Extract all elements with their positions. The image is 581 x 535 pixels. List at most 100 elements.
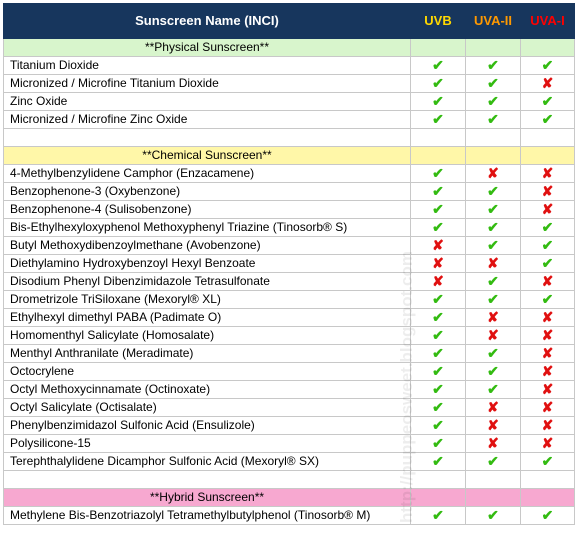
check-icon: ✔: [432, 219, 444, 236]
section-cell: [520, 146, 575, 165]
cross-icon: ✘: [487, 399, 499, 416]
cross-icon: ✘: [541, 75, 554, 92]
check-icon: ✔: [487, 273, 499, 290]
check-icon: ✔: [432, 345, 444, 362]
cell-uva2: ✔: [465, 74, 521, 93]
check-icon: ✔: [487, 219, 499, 236]
sunscreen-name: Titanium Dioxide: [3, 56, 411, 75]
table-row: Phenylbenzimidazol Sulfonic Acid (Ensuli…: [3, 416, 575, 435]
cell-uvb: ✘: [410, 236, 466, 255]
section-cell: [465, 38, 521, 57]
cell-uva1: ✘: [520, 200, 575, 219]
cell-uva1: ✔: [520, 92, 575, 111]
header-name: Sunscreen Name (INCI): [3, 3, 411, 39]
check-icon: ✔: [541, 57, 554, 74]
check-icon: ✔: [541, 255, 554, 272]
check-icon: ✔: [541, 219, 554, 236]
cell-uvb: ✘: [410, 272, 466, 291]
section-header-row: **Hybrid Sunscreen**: [3, 488, 575, 507]
table-row: Benzophenone-4 (Sulisobenzone) ✔ ✔ ✘: [3, 200, 575, 219]
cell-uvb: ✔: [410, 218, 466, 237]
table-row: Octyl Salicylate (Octisalate) ✔ ✘ ✘: [3, 398, 575, 417]
check-icon: ✔: [432, 111, 444, 128]
sunscreen-name: Menthyl Anthranilate (Meradimate): [3, 344, 411, 363]
check-icon: ✔: [432, 57, 444, 74]
cross-icon: ✘: [541, 165, 554, 182]
cell-uvb: ✔: [410, 452, 466, 471]
cell-uva1: ✔: [520, 218, 575, 237]
cell-uva2: ✔: [465, 344, 521, 363]
cell-uva2: ✔: [465, 56, 521, 75]
sunscreen-name: Octocrylene: [3, 362, 411, 381]
table-row: Methylene Bis-Benzotriazolyl Tetramethyl…: [3, 506, 575, 525]
sunscreen-name: Methylene Bis-Benzotriazolyl Tetramethyl…: [3, 506, 411, 525]
cell-uva2: ✘: [465, 254, 521, 273]
sunscreen-table: Sunscreen Name (INCI) UVB UVA-II UVA-I *…: [3, 3, 575, 525]
sunscreen-name: Ethylhexyl dimethyl PABA (Padimate O): [3, 308, 411, 327]
cell-uva1: ✔: [520, 236, 575, 255]
cell-uvb: ✔: [410, 344, 466, 363]
check-icon: ✔: [432, 183, 444, 200]
cell-uva1: ✘: [520, 344, 575, 363]
check-icon: ✔: [487, 507, 499, 524]
table-body: **Physical Sunscreen** Titanium Dioxide ✔ ✔…: [3, 38, 575, 525]
check-icon: ✔: [487, 93, 499, 110]
cell-uva2: ✔: [465, 92, 521, 111]
check-icon: ✔: [487, 237, 499, 254]
cell-uvb: ✔: [410, 290, 466, 309]
cross-icon: ✘: [487, 435, 499, 452]
header-uva2: UVA-II: [465, 3, 521, 39]
section-cell: [465, 146, 521, 165]
check-icon: ✔: [487, 111, 499, 128]
cell-uva2: ✔: [465, 110, 521, 129]
sunscreen-name: Octyl Salicylate (Octisalate): [3, 398, 411, 417]
sunscreen-name: Disodium Phenyl Dibenzimidazole Tetrasul…: [3, 272, 411, 291]
cell-uvb: ✔: [410, 56, 466, 75]
table-row: Polysilicone-15 ✔ ✘ ✘: [3, 434, 575, 453]
section-header-row: **Chemical Sunscreen**: [3, 146, 575, 165]
blank-row: [3, 470, 575, 489]
cell-uva2: ✔: [465, 236, 521, 255]
cell-uvb: ✔: [410, 110, 466, 129]
table-row: Drometrizole TriSiloxane (Mexoryl® XL) ✔ ✔…: [3, 290, 575, 309]
sunscreen-name: Micronized / Microfine Zinc Oxide: [3, 110, 411, 129]
cell-uva2: ✔: [465, 200, 521, 219]
cell-uva2: ✘: [465, 326, 521, 345]
cell-uva1: ✘: [520, 398, 575, 417]
check-icon: ✔: [432, 399, 444, 416]
blank-cell: [410, 128, 466, 147]
table-row: Benzophenone-3 (Oxybenzone) ✔ ✔ ✘: [3, 182, 575, 201]
sunscreen-name: Benzophenone-3 (Oxybenzone): [3, 182, 411, 201]
check-icon: ✔: [432, 453, 444, 470]
cross-icon: ✘: [541, 363, 554, 380]
blank-cell: [410, 470, 466, 489]
cell-uva1: ✘: [520, 380, 575, 399]
check-icon: ✔: [487, 57, 499, 74]
check-icon: ✔: [432, 435, 444, 452]
check-icon: ✔: [432, 327, 444, 344]
cross-icon: ✘: [541, 273, 554, 290]
sunscreen-name: Benzophenone-4 (Sulisobenzone): [3, 200, 411, 219]
sunscreen-table-container: Sunscreen Name (INCI) UVB UVA-II UVA-I *…: [3, 3, 578, 533]
cross-icon: ✘: [541, 201, 554, 218]
check-icon: ✔: [541, 237, 554, 254]
check-icon: ✔: [487, 201, 499, 218]
cell-uva1: ✔: [520, 56, 575, 75]
blank-cell: [520, 470, 575, 489]
check-icon: ✔: [541, 507, 554, 524]
cell-uvb: ✔: [410, 362, 466, 381]
header-uvb: UVB: [410, 3, 466, 39]
sunscreen-name: Bis-Ethylhexyloxyphenol Methoxyphenyl Tr…: [3, 218, 411, 237]
table-row: Titanium Dioxide ✔ ✔ ✔: [3, 56, 575, 75]
cross-icon: ✘: [487, 255, 499, 272]
sunscreen-name: Diethylamino Hydroxybenzoyl Hexyl Benzoa…: [3, 254, 411, 273]
check-icon: ✔: [487, 453, 499, 470]
cell-uvb: ✔: [410, 182, 466, 201]
sunscreen-name: Terephthalylidene Dicamphor Sulfonic Aci…: [3, 452, 411, 471]
cell-uva2: ✔: [465, 452, 521, 471]
section-title: **Physical Sunscreen**: [3, 38, 411, 57]
check-icon: ✔: [432, 417, 444, 434]
cell-uvb: ✔: [410, 506, 466, 525]
cell-uva2: ✔: [465, 362, 521, 381]
check-icon: ✔: [487, 291, 499, 308]
